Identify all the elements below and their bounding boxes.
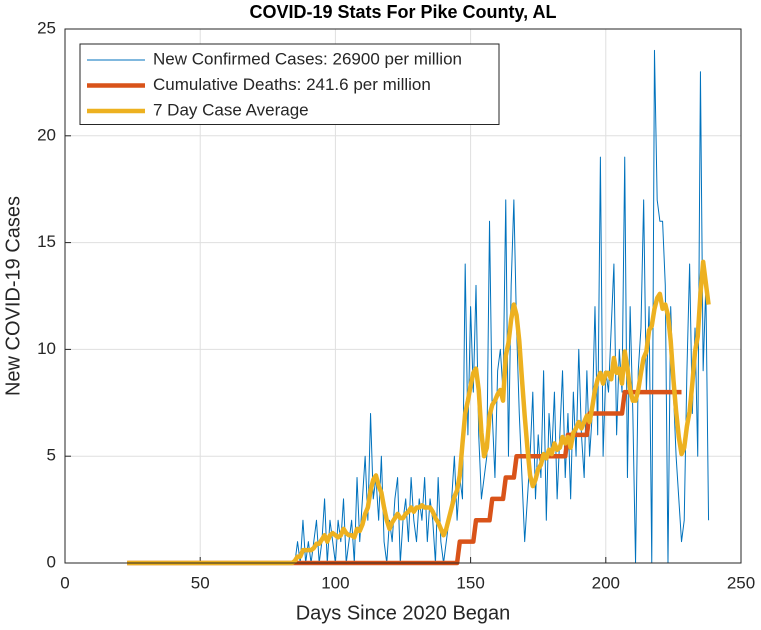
y-tick-label: 15 xyxy=(37,232,56,251)
y-tick-label: 20 xyxy=(37,125,56,144)
x-tick-label: 0 xyxy=(60,573,69,592)
legend-label: New Confirmed Cases: 26900 per million xyxy=(153,49,462,68)
y-tick-label: 5 xyxy=(47,446,56,465)
y-tick-label: 0 xyxy=(47,552,56,571)
x-tick-label: 100 xyxy=(321,573,349,592)
plot-frame xyxy=(64,28,742,564)
y-tick-label: 10 xyxy=(37,339,56,358)
x-axis-label: Days Since 2020 Began xyxy=(296,602,511,624)
chart-title: COVID-19 Stats For Pike County, AL xyxy=(249,2,556,22)
y-tick-label: 25 xyxy=(37,18,56,37)
x-tick-label: 250 xyxy=(727,573,755,592)
x-tick-label: 150 xyxy=(456,573,484,592)
legend-label: 7 Day Case Average xyxy=(153,100,309,119)
y-axis-label: New COVID-19 Cases xyxy=(2,196,24,396)
x-tick-label: 50 xyxy=(191,573,210,592)
legend-box xyxy=(79,43,500,125)
legend-label: Cumulative Deaths: 241.6 per million xyxy=(153,75,431,94)
x-tick-label: 200 xyxy=(592,573,620,592)
